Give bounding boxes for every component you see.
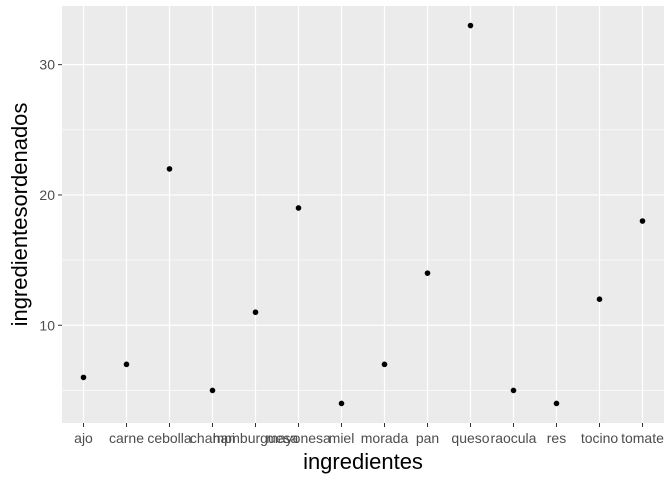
x-tick-label: pan xyxy=(416,430,439,446)
x-tick-label: raocula xyxy=(491,430,537,446)
x-tick-label: tocino xyxy=(581,430,619,446)
data-point xyxy=(123,361,130,368)
data-point xyxy=(424,270,431,276)
x-tick-label: champi xyxy=(190,430,235,446)
data-point xyxy=(166,166,173,172)
x-tick-label: res xyxy=(547,430,566,446)
data-point xyxy=(338,400,345,407)
y-axis: 10 20 30 xyxy=(39,57,62,333)
data-point xyxy=(252,309,259,316)
data-point xyxy=(80,374,87,381)
data-point xyxy=(639,218,646,224)
x-tick-label: ajo xyxy=(74,430,93,446)
x-tick-label: morada xyxy=(361,430,409,446)
x-tick-label: miel xyxy=(329,430,355,446)
data-points xyxy=(80,22,646,407)
data-point xyxy=(553,400,560,407)
grid-major xyxy=(62,6,664,423)
data-point xyxy=(596,296,603,303)
x-axis: ajo carne cebollachampihamburguesamayonesa… xyxy=(74,423,664,446)
x-tick-label: mayonesa xyxy=(266,430,331,446)
y-tick-label: 10 xyxy=(39,317,55,333)
x-tick-label: queso xyxy=(451,430,489,446)
x-tick-label: tomate xyxy=(621,430,664,446)
y-axis-title: ingredientesordenados xyxy=(7,103,32,327)
data-point xyxy=(510,387,517,394)
y-tick-label: 20 xyxy=(39,187,55,203)
grid-minor xyxy=(62,129,664,391)
data-point xyxy=(209,387,216,394)
x-axis-title: ingredientes xyxy=(303,449,423,474)
data-point xyxy=(467,22,474,29)
y-tick-label: 30 xyxy=(39,57,55,73)
x-tick-label: hamburguesa xyxy=(213,430,299,446)
plot-panel xyxy=(62,6,664,423)
x-tick-label: carne xyxy=(109,430,144,446)
x-tick-label: cebolla xyxy=(147,430,192,446)
data-point xyxy=(295,205,302,211)
data-point xyxy=(381,361,388,368)
